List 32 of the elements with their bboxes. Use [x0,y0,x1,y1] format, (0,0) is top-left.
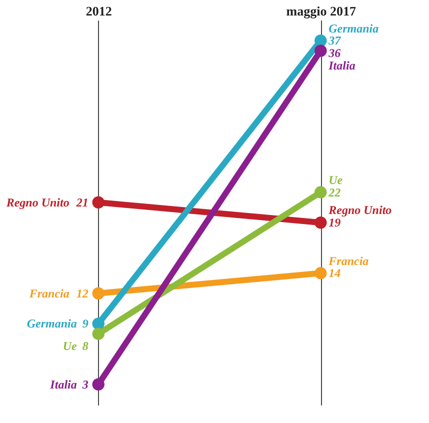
x-tick-label: 2012 [86,4,112,18]
point [314,216,327,229]
data-label: 8 [82,339,88,354]
point [92,318,104,330]
text: Ue [62,339,77,354]
x-tick-label: maggio 2017 [286,4,356,18]
point [92,378,104,390]
point [92,287,104,300]
text: Regno Unito [6,195,70,210]
point [314,34,327,47]
point [314,186,327,198]
series-label: Ue [328,172,344,187]
point [314,44,327,57]
point [314,267,327,280]
data-label: 19 [328,216,341,230]
point [92,328,104,340]
series-label: Regno Unito [328,203,392,218]
text: Italia [50,377,77,392]
point [92,196,104,208]
data-label: 22 [328,185,341,200]
data-label: 14 [328,266,341,280]
data-label: 37 [328,34,342,48]
data-label: 3 [81,377,88,392]
series-label: Italia [328,58,356,72]
data-label: 21 [75,195,88,210]
data-label: 36 [328,46,341,60]
data-label: 9 [82,316,88,331]
series-label: Germania [328,21,379,36]
series-label: Francia [328,254,369,268]
data-label: 12 [76,286,88,300]
text: Germania [26,316,77,331]
text: Francia [29,286,70,300]
